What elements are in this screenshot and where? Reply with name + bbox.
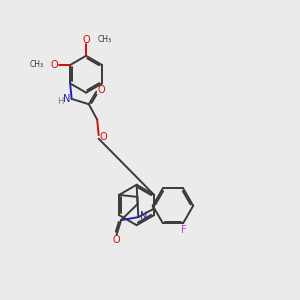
Text: O: O [97,85,105,95]
Text: N: N [63,94,70,104]
Text: N: N [140,211,147,221]
Text: CH₃: CH₃ [29,61,44,70]
Text: H: H [57,97,64,106]
Text: O: O [112,236,120,245]
Text: O: O [82,35,90,45]
Text: O: O [50,60,58,70]
Text: F: F [181,225,187,235]
Text: O: O [100,132,107,142]
Text: CH₃: CH₃ [98,35,112,44]
